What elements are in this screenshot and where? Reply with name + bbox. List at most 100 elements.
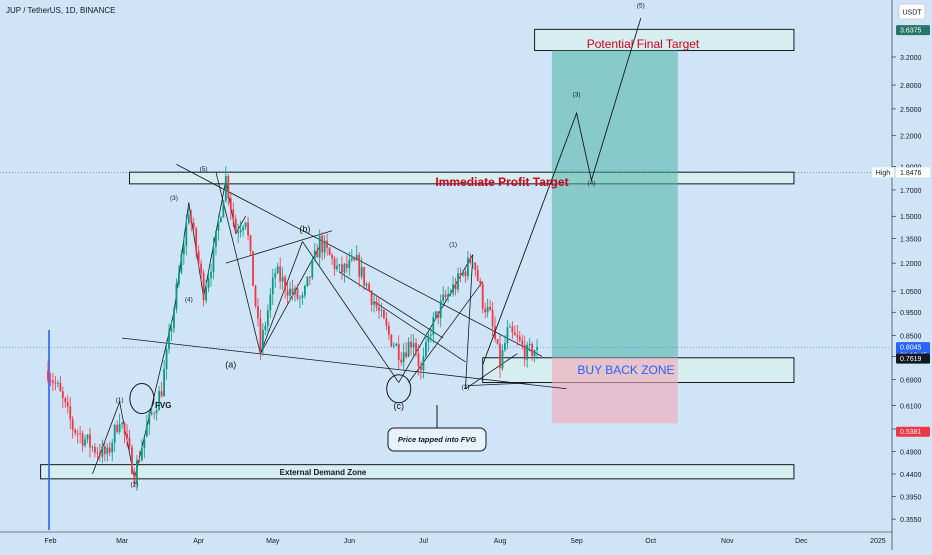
candle-body xyxy=(123,423,126,434)
wave-label: (5) xyxy=(200,166,208,173)
candle-body xyxy=(449,293,452,295)
candle-body xyxy=(76,432,79,434)
candle-body xyxy=(444,294,447,297)
wave-label: (c) xyxy=(393,401,404,411)
abc-line xyxy=(302,241,400,383)
candle-body xyxy=(380,309,383,311)
channel-line xyxy=(373,301,466,363)
wave-label: (4) xyxy=(587,180,595,187)
candle-body xyxy=(163,368,165,397)
candle-body xyxy=(197,251,200,264)
candle-body xyxy=(410,341,412,348)
wave-label: (5) xyxy=(637,2,645,9)
wave-label: (1) xyxy=(449,241,457,248)
x-tick-label: Feb xyxy=(44,538,56,545)
x-tick-label: Dec xyxy=(795,538,808,545)
wave-label: (4) xyxy=(185,296,193,303)
candle-body xyxy=(49,380,52,381)
candle-body xyxy=(474,262,477,270)
zone-profit-area xyxy=(551,50,678,358)
channel-line xyxy=(339,271,444,339)
candle-body xyxy=(402,352,405,363)
candle-body xyxy=(355,254,358,261)
candle-body xyxy=(318,235,321,258)
candle-body xyxy=(220,217,222,223)
candle-body xyxy=(158,391,161,411)
chart-title: JUP / TetherUS, 1D, BINANCE xyxy=(6,6,116,15)
candle-body xyxy=(338,264,341,266)
candle-body xyxy=(469,257,472,264)
candle-body xyxy=(284,277,287,291)
candle-body xyxy=(234,219,237,233)
candle-body xyxy=(239,230,242,233)
candle-body xyxy=(375,302,378,307)
candle-body xyxy=(145,424,148,437)
candle-body xyxy=(516,335,519,337)
y-tick-label: 1.0500 xyxy=(900,289,922,296)
candle-body xyxy=(98,453,101,457)
candle-body xyxy=(64,398,67,403)
currency-badge[interactable] xyxy=(898,3,926,20)
candle-body xyxy=(47,370,49,381)
x-tick-label: Nov xyxy=(721,538,734,545)
y-tick-label: 1.2000 xyxy=(900,261,922,268)
candle-body xyxy=(74,429,77,433)
candle-body xyxy=(254,285,257,306)
candle-body xyxy=(257,305,259,319)
candle-body xyxy=(432,317,435,335)
candle-body xyxy=(397,343,400,360)
candle-body xyxy=(116,424,119,433)
candle-body xyxy=(252,251,254,286)
candle-body xyxy=(350,258,353,261)
candle-body xyxy=(291,288,294,295)
price-badge xyxy=(896,353,930,364)
y-tick-label: 0.3950 xyxy=(900,495,922,502)
candle-body xyxy=(79,433,82,435)
x-axis[interactable]: Feb Mar Apr May Jun Jul Aug Sep Oct Nov Dec 2025 xyxy=(0,531,892,545)
candle-body xyxy=(264,325,267,331)
candle-body xyxy=(140,448,143,461)
candle-body xyxy=(481,283,484,309)
y-tick-label: 0.4900 xyxy=(900,449,922,456)
candle-body xyxy=(479,280,482,284)
candle-body xyxy=(484,308,487,313)
candle-body xyxy=(387,325,390,335)
zone-stop-area xyxy=(551,357,678,424)
candle-body xyxy=(425,342,427,357)
candle-body xyxy=(121,423,123,425)
candle-body xyxy=(138,460,141,461)
candle-body xyxy=(316,250,319,258)
wave-label: (1) xyxy=(116,397,124,404)
candle-body xyxy=(420,366,422,371)
candle-body xyxy=(266,310,269,326)
x-tick-label: 2025 xyxy=(870,538,886,545)
immediate-profit-target-label: Immediate Profit Target xyxy=(435,175,568,189)
candle-body xyxy=(279,266,282,282)
candle-body xyxy=(536,347,538,351)
candle-body xyxy=(417,353,420,367)
candle-body xyxy=(271,277,274,295)
candle-body xyxy=(457,273,459,290)
y-tick-label: 0.6900 xyxy=(900,377,922,384)
candle-body xyxy=(195,228,198,252)
candle-body xyxy=(54,382,57,384)
candle-body xyxy=(395,343,398,346)
candle-body xyxy=(187,215,190,224)
candle-body xyxy=(454,284,457,290)
price-badge-text: 3.6375 xyxy=(900,28,922,35)
x-tick-label: Sep xyxy=(570,538,583,545)
wave-label: (3) xyxy=(170,195,178,202)
candle-body xyxy=(247,222,249,236)
y-tick-label: 2.8000 xyxy=(900,83,922,90)
wave-label: (a) xyxy=(225,360,236,370)
candle-body xyxy=(118,424,121,433)
candle-body xyxy=(185,223,188,246)
candle-body xyxy=(59,382,62,392)
wedge-lower-line xyxy=(122,337,567,390)
fvg-circle xyxy=(129,383,155,415)
candle-body xyxy=(407,341,410,357)
candle-body xyxy=(66,402,69,407)
y-tick-label: 1.3500 xyxy=(900,236,922,243)
